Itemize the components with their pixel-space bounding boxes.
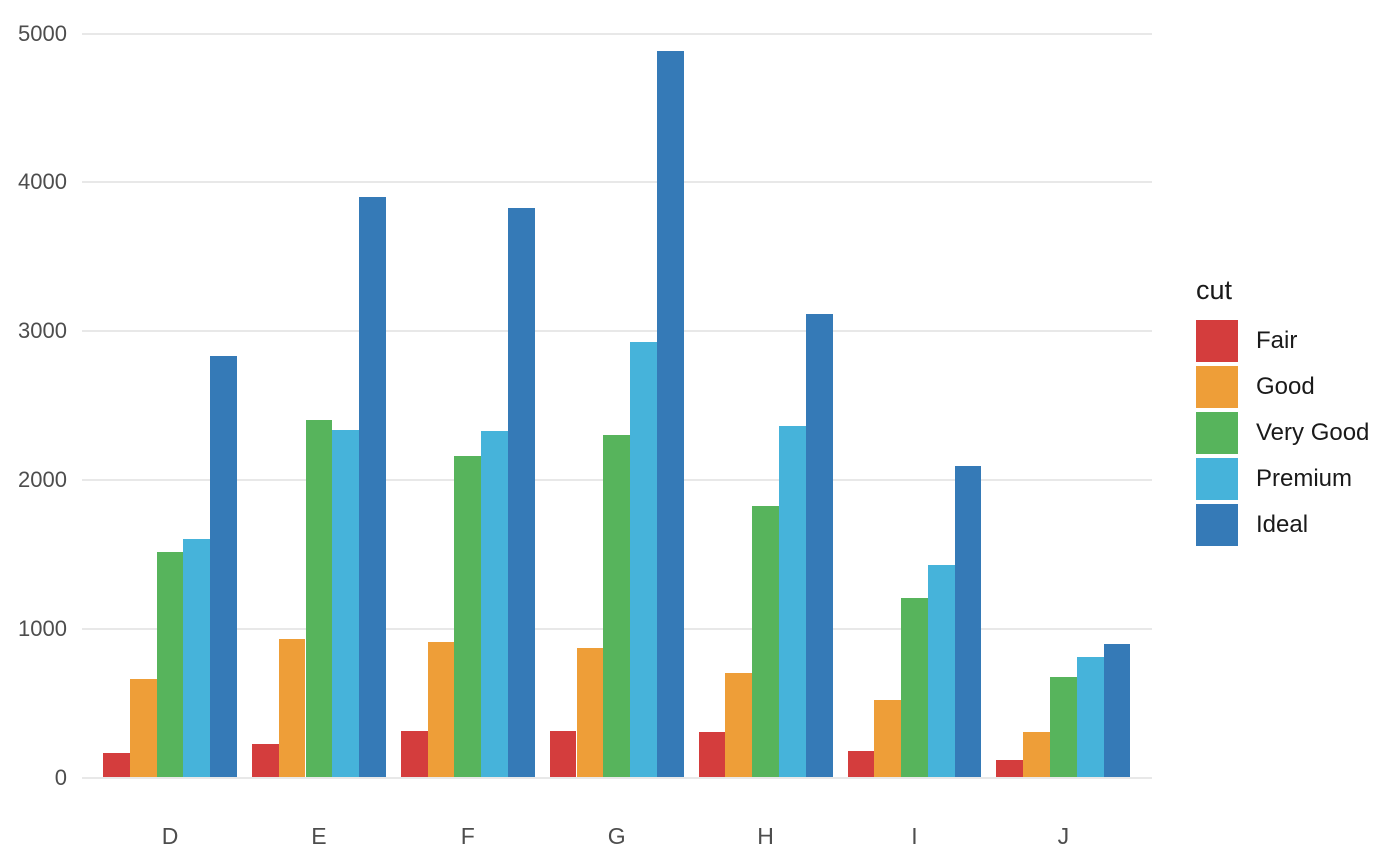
gridline-y-0	[82, 776, 1152, 779]
bar-I-very-good	[901, 598, 928, 778]
y-axis-tick-label: 5000	[18, 20, 67, 46]
x-axis-tick-label: J	[1057, 823, 1070, 849]
bar-J-very-good	[1050, 676, 1077, 778]
bar-D-premium	[183, 539, 211, 778]
bar-E-fair	[251, 744, 279, 778]
gridline-y-4000	[82, 181, 1152, 184]
bar-G-good	[576, 647, 604, 778]
x-axis-tick-label: D	[161, 823, 179, 849]
bar-I-fair	[847, 751, 875, 778]
bar-H-fair	[698, 732, 726, 778]
bar-D-good	[129, 679, 157, 778]
legend-item-premium: Premium	[1196, 458, 1400, 500]
legend: cut Fair Good Very Good Premium Ideal	[1196, 274, 1400, 550]
bar-G-premium	[630, 342, 657, 778]
y-axis-tick-label: 2000	[18, 466, 67, 492]
y-axis-tick-label: 3000	[18, 318, 67, 344]
gridline-y-3000	[82, 330, 1152, 333]
legend-swatch-icon	[1196, 412, 1238, 454]
bar-J-ideal	[1103, 644, 1131, 778]
bar-G-fair	[549, 730, 577, 778]
bar-G-ideal	[656, 50, 684, 778]
bar-F-good	[427, 642, 455, 778]
bar-F-very-good	[454, 455, 482, 778]
bar-J-fair	[996, 759, 1024, 778]
legend-item-label: Good	[1256, 373, 1315, 400]
bar-I-premium	[927, 565, 955, 778]
legend-swatch-icon	[1196, 504, 1238, 546]
legend-item-ideal: Ideal	[1196, 504, 1400, 546]
legend-item-very-good: Very Good	[1196, 412, 1400, 454]
legend-title: cut	[1196, 275, 1233, 305]
bar-J-good	[1023, 731, 1050, 778]
y-axis-tick-label: 1000	[18, 615, 67, 641]
bar-F-ideal	[508, 208, 535, 778]
bar-H-good	[725, 673, 753, 778]
bar-D-fair	[103, 753, 130, 778]
bar-G-very-good	[603, 435, 631, 778]
bar-E-ideal	[359, 196, 386, 778]
gridline-y-5000	[82, 32, 1152, 35]
legend-item-label: Premium	[1256, 465, 1353, 492]
bar-H-premium	[779, 426, 806, 778]
bar-D-ideal	[210, 355, 237, 778]
legend-item-label: Ideal	[1256, 511, 1309, 538]
x-axis-tick-label: H	[757, 823, 774, 849]
bar-I-ideal	[954, 466, 982, 778]
bar-F-fair	[400, 731, 428, 778]
bar-D-very-good	[156, 552, 184, 778]
bar-F-premium	[481, 430, 508, 778]
bar-J-premium	[1076, 657, 1104, 778]
legend-swatch-icon	[1196, 458, 1238, 500]
y-axis-tick-label: 0	[54, 764, 67, 790]
bar-E-good	[278, 638, 306, 778]
bar-I-good	[874, 699, 902, 778]
x-axis-tick-label: E	[311, 823, 327, 849]
x-axis-tick-label: F	[460, 823, 475, 849]
y-axis-tick-label: 4000	[18, 169, 67, 195]
bar-H-ideal	[805, 314, 833, 778]
legend-swatch-icon	[1196, 320, 1238, 362]
legend-item-good: Good	[1196, 366, 1400, 408]
legend-swatch-icon	[1196, 366, 1238, 408]
legend-item-label: Fair	[1256, 327, 1298, 354]
x-axis-tick-label: I	[911, 823, 918, 849]
legend-item-label: Very Good	[1256, 419, 1370, 446]
legend-items: Fair Good Very Good Premium Ideal	[1196, 320, 1400, 546]
bar-E-premium	[332, 429, 360, 778]
bar-H-very-good	[752, 506, 779, 778]
legend-item-fair: Fair	[1196, 320, 1400, 362]
x-axis-tick-label: G	[607, 823, 626, 849]
bar-E-very-good	[305, 420, 333, 778]
